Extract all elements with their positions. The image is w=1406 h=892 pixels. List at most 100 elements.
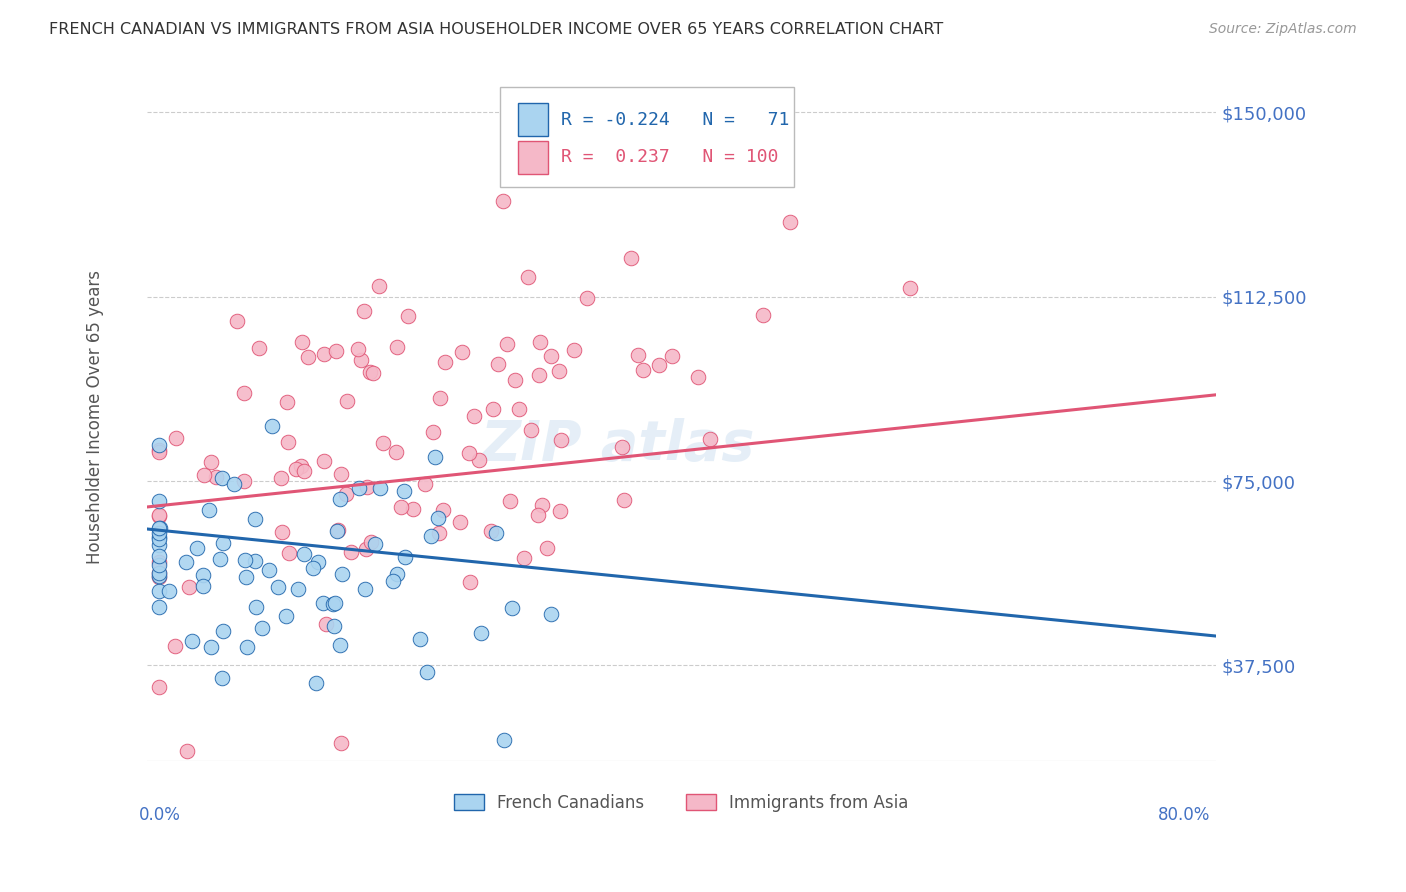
Point <box>699 432 721 446</box>
Point <box>322 597 344 611</box>
Point <box>463 409 485 423</box>
Text: R = -0.224   N =   71: R = -0.224 N = 71 <box>561 111 789 129</box>
Point <box>235 569 257 583</box>
Point <box>540 607 562 621</box>
Point <box>270 525 292 540</box>
Point <box>329 735 352 749</box>
Point <box>211 671 233 685</box>
Point <box>536 541 558 555</box>
Point <box>148 583 170 598</box>
Point <box>291 335 314 350</box>
Point <box>531 498 554 512</box>
Point <box>364 537 387 551</box>
Point <box>529 368 551 382</box>
Point <box>384 445 406 459</box>
Point <box>415 665 437 679</box>
Point <box>492 194 515 208</box>
Point <box>347 481 370 495</box>
Point <box>329 492 352 507</box>
Point <box>148 521 170 535</box>
Point <box>209 552 232 566</box>
Point <box>512 550 534 565</box>
Point <box>285 462 308 476</box>
Point <box>529 335 551 350</box>
Point <box>520 423 543 437</box>
Text: FRENCH CANADIAN VS IMMIGRANTS FROM ASIA HOUSEHOLDER INCOME OVER 65 YEARS CORRELA: FRENCH CANADIAN VS IMMIGRANTS FROM ASIA … <box>49 22 943 37</box>
Point <box>427 525 450 540</box>
Point <box>311 596 333 610</box>
Point <box>305 675 328 690</box>
Point <box>562 343 585 358</box>
Point <box>479 524 502 539</box>
Point <box>385 567 408 582</box>
Point <box>148 508 170 522</box>
Point <box>620 252 643 266</box>
Point <box>226 314 249 328</box>
Point <box>373 435 395 450</box>
Point <box>356 480 378 494</box>
Point <box>495 337 517 351</box>
Point <box>245 599 267 614</box>
Point <box>508 401 530 416</box>
Point <box>176 555 198 569</box>
Point <box>212 624 235 638</box>
Point <box>250 621 273 635</box>
Point <box>389 500 412 514</box>
Point <box>612 440 634 454</box>
Point <box>276 608 298 623</box>
Point <box>148 680 170 694</box>
Bar <box>517 141 548 174</box>
Point <box>148 538 170 552</box>
Point <box>276 395 298 409</box>
Point <box>501 600 523 615</box>
Bar <box>517 103 548 136</box>
Point <box>249 341 271 355</box>
Point <box>200 455 222 469</box>
Point <box>148 530 170 544</box>
Point <box>211 536 233 550</box>
Point <box>148 549 170 564</box>
Point <box>354 582 377 597</box>
Point <box>290 458 312 473</box>
Point <box>148 568 170 582</box>
Point <box>301 561 323 575</box>
Point <box>200 640 222 654</box>
Point <box>540 349 562 363</box>
Point <box>494 733 516 747</box>
Point <box>422 425 444 439</box>
Point <box>197 502 219 516</box>
Point <box>260 419 283 434</box>
Point <box>292 547 315 561</box>
Point <box>325 344 347 359</box>
Point <box>354 541 377 556</box>
Point <box>409 632 432 646</box>
Point <box>278 546 301 560</box>
Point <box>181 634 204 648</box>
Point <box>315 616 337 631</box>
Text: 80.0%: 80.0% <box>1159 805 1211 823</box>
Point <box>176 744 198 758</box>
Point <box>359 365 381 379</box>
Point <box>368 481 391 495</box>
Point <box>898 281 921 295</box>
Point <box>368 279 391 293</box>
Point <box>323 619 346 633</box>
Point <box>527 508 550 522</box>
Point <box>779 215 801 229</box>
Point <box>148 493 170 508</box>
Point <box>222 476 245 491</box>
Point <box>204 469 226 483</box>
Point <box>336 393 359 408</box>
Point <box>148 533 170 547</box>
Point <box>419 529 441 543</box>
Point <box>148 525 170 540</box>
Point <box>243 554 266 568</box>
Point <box>211 471 233 485</box>
Point <box>392 484 415 499</box>
Point <box>432 503 454 517</box>
Point <box>661 349 683 363</box>
Point <box>353 304 375 318</box>
Point <box>312 347 335 361</box>
Point <box>148 445 170 459</box>
Point <box>326 524 349 538</box>
